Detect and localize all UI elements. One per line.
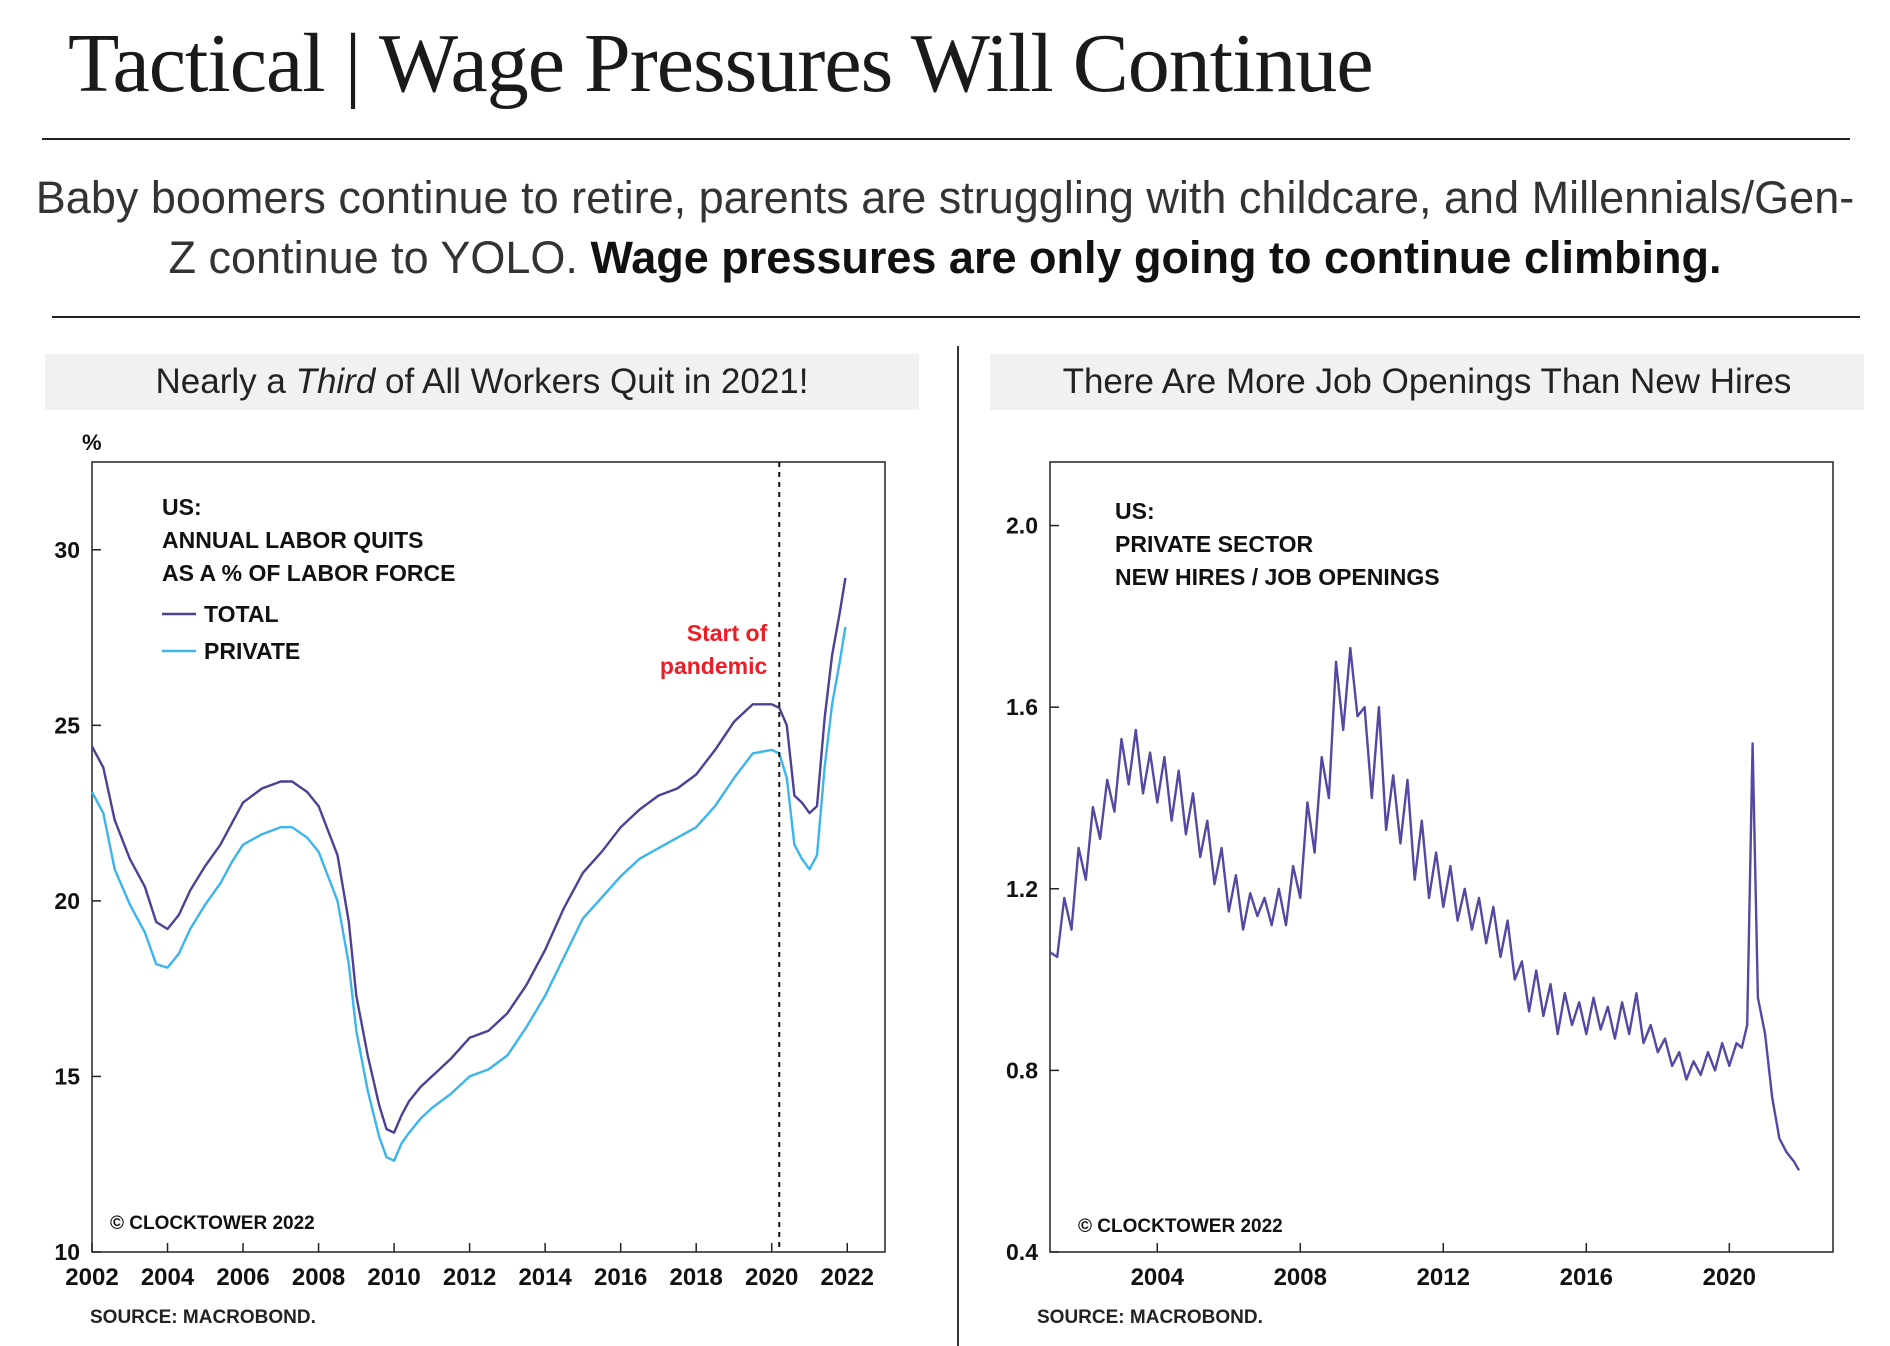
chart2-legend-title: US: xyxy=(1115,498,1155,524)
chart1-xtick-label: 2012 xyxy=(443,1264,496,1291)
chart1-xtick-label: 2020 xyxy=(745,1264,798,1291)
chart1-quits: 10 15 20 25 30 2002 2004 2006 2008 2010 2012 2014 20… xyxy=(54,430,886,1291)
chart1-legend-label-total: TOTAL xyxy=(204,601,279,627)
subtitle-bold: Wage pressures are only going to continu… xyxy=(590,232,1722,283)
chart2-ytick-label: 0.4 xyxy=(1006,1239,1038,1265)
chart1-xtick-label: 2008 xyxy=(292,1264,345,1291)
page-subtitle: Baby boomers continue to retire, parents… xyxy=(30,168,1860,288)
chart1-xtick-label: 2022 xyxy=(821,1264,874,1291)
chart1-legend-title: AS A % OF LABOR FORCE xyxy=(162,560,455,586)
chart2-ytick-label: 0.8 xyxy=(1006,1057,1038,1083)
chart2-xtick-label: 2004 xyxy=(1131,1264,1185,1291)
page-title: Tactical | Wage Pressures Will Continue xyxy=(68,17,1374,110)
chart2-legend-title: PRIVATE SECTOR xyxy=(1115,531,1313,557)
chart1-copyright: © CLOCKTOWER 2022 xyxy=(110,1213,315,1234)
chart2-header: There Are More Job Openings Than New Hir… xyxy=(990,354,1864,410)
chart1-series-private-line xyxy=(90,626,847,1162)
chart1-pandemic-label: pandemic xyxy=(660,653,768,679)
chart1-source: SOURCE: MACROBOND. xyxy=(90,1307,316,1328)
chart1-legend-label-private: PRIVATE xyxy=(204,638,300,664)
chart1-ytick-label: 15 xyxy=(54,1063,80,1089)
chart2-xtick-label: 2012 xyxy=(1417,1264,1470,1291)
title-divider xyxy=(42,138,1850,140)
chart2-copyright: © CLOCKTOWER 2022 xyxy=(1078,1216,1283,1237)
chart1-header-italic: Third xyxy=(295,362,376,401)
chart1-ytick-label: 20 xyxy=(54,888,80,914)
chart1-ytick-label: 10 xyxy=(54,1239,80,1265)
chart1-pandemic-label: Start of xyxy=(687,620,768,646)
chart1-xtick-label: 2004 xyxy=(141,1264,195,1291)
chart1-xtick-label: 2016 xyxy=(594,1264,647,1291)
chart1-ytick-label: 30 xyxy=(54,537,80,563)
chart2-xtick-label: 2020 xyxy=(1703,1264,1756,1291)
chart1-legend-title: ANNUAL LABOR QUITS xyxy=(162,527,424,553)
chart1-xtick-label: 2006 xyxy=(216,1264,269,1291)
chart2-hires-openings: 0.4 0.8 1.2 1.6 2.0 2004 2008 2012 2016 2020 US: PR… xyxy=(1006,461,1834,1291)
chart1-xtick-label: 2014 xyxy=(518,1264,572,1291)
chart1-xtick-label: 2018 xyxy=(669,1264,722,1291)
chart2-xtick-label: 2016 xyxy=(1560,1264,1613,1291)
chart2-series-ratio-line xyxy=(1049,646,1801,1171)
chart1-y-unit: % xyxy=(82,430,102,455)
chart2-source: SOURCE: MACROBOND. xyxy=(1037,1307,1263,1328)
chart2-xtick-label: 2008 xyxy=(1274,1264,1327,1291)
charts-divider xyxy=(957,346,959,1346)
chart2-ytick-label: 1.2 xyxy=(1006,876,1038,902)
chart1-xtick-label: 2002 xyxy=(65,1264,118,1291)
subtitle-divider xyxy=(52,316,1860,318)
chart1-series-total-line xyxy=(90,577,847,1134)
chart1-plot-frame xyxy=(91,461,886,1253)
chart1-header: Nearly a Third of All Workers Quit in 20… xyxy=(45,354,919,410)
chart2-plot-frame xyxy=(1049,461,1834,1253)
chart1-legend-title: US: xyxy=(162,494,202,520)
chart2-legend-title: NEW HIRES / JOB OPENINGS xyxy=(1115,564,1440,590)
chart1-xtick-label: 2010 xyxy=(367,1264,420,1291)
chart1-ytick-label: 25 xyxy=(54,712,80,738)
chart1-header-start: Nearly a xyxy=(155,362,286,401)
subtitle-regular: Baby boomers continue to retire, parents… xyxy=(35,172,1855,283)
chart2-ytick-label: 1.6 xyxy=(1006,694,1038,720)
chart1-header-end: of All Workers Quit in 2021! xyxy=(385,362,809,401)
chart2-ytick-label: 2.0 xyxy=(1006,513,1038,539)
